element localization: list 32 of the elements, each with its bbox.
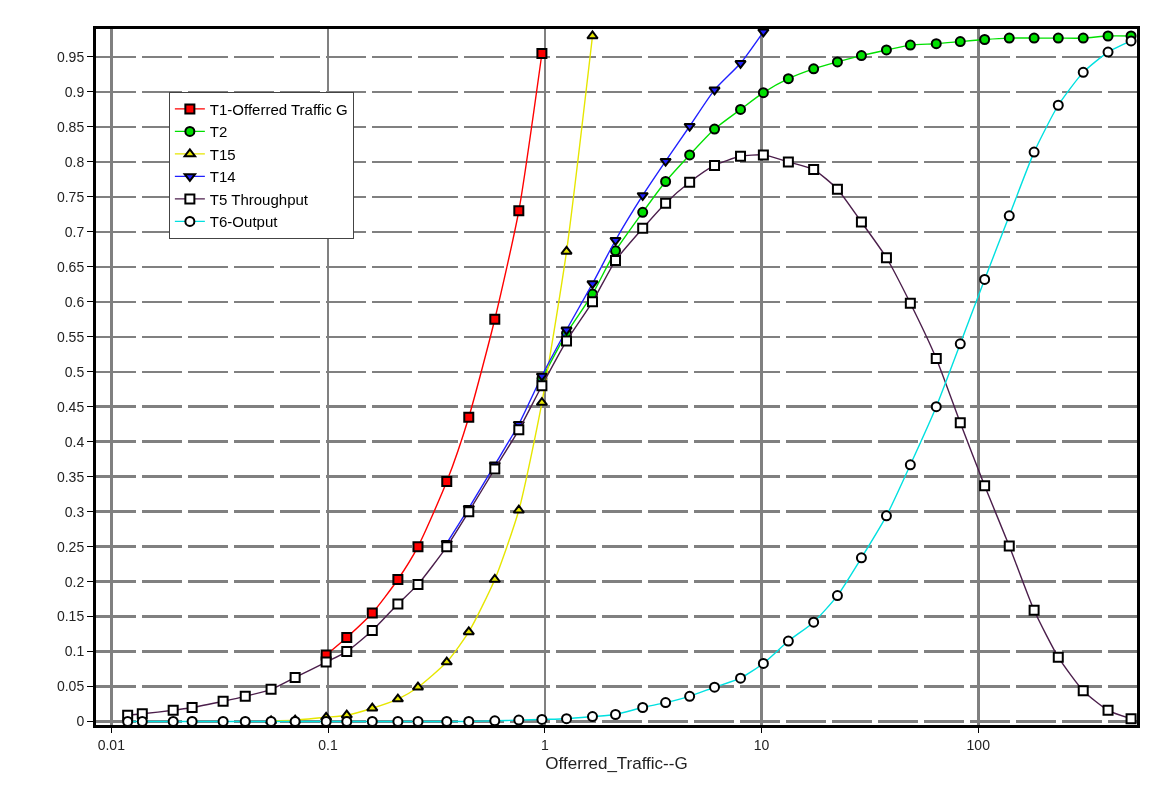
y-tick-label: 0.55 <box>56 328 85 345</box>
x-axis-title: Offerred_Traffic--G <box>545 754 688 774</box>
y-tick-label: 0.35 <box>56 468 85 485</box>
x-tick-label: 10 <box>753 736 770 753</box>
y-tick-label: 0 <box>76 713 85 730</box>
legend-label: T1-Offerred Traffic G <box>209 100 348 118</box>
y-tick-label: 0.95 <box>56 48 85 65</box>
y-tick-label: 0.1 <box>64 643 85 660</box>
y-tick-label: 0.25 <box>56 538 85 555</box>
y-tick-label: 0.7 <box>64 223 85 240</box>
x-tick-label: 100 <box>966 736 991 753</box>
y-tick-label: 0.3 <box>64 503 85 520</box>
legend-label: T5 Throughput <box>209 190 309 208</box>
y-tick-label: 0.4 <box>64 433 85 450</box>
y-tick-label: 0.5 <box>64 363 85 380</box>
y-tick-label: 0.15 <box>56 608 85 625</box>
legend-label: T15 <box>209 145 236 163</box>
y-tick-label: 0.6 <box>64 293 85 310</box>
x-tick-label: 0.01 <box>97 736 126 753</box>
y-tick-label: 0.9 <box>64 83 85 100</box>
y-tick-label: 0.45 <box>56 398 85 415</box>
y-tick-label: 0.8 <box>64 153 85 170</box>
y-tick-label: 0.05 <box>56 678 85 695</box>
legend-label: T2 <box>209 123 228 141</box>
y-tick-label: 0.75 <box>56 188 85 205</box>
legend-label: T14 <box>209 168 236 186</box>
y-tick-label: 0.2 <box>64 573 85 590</box>
y-tick-label: 0.65 <box>56 258 85 275</box>
x-tick-label: 0.1 <box>318 736 338 753</box>
y-tick-label: 0.85 <box>56 118 85 135</box>
legend-label: T6-Output <box>209 213 279 231</box>
x-tick-label: 1 <box>540 736 549 753</box>
